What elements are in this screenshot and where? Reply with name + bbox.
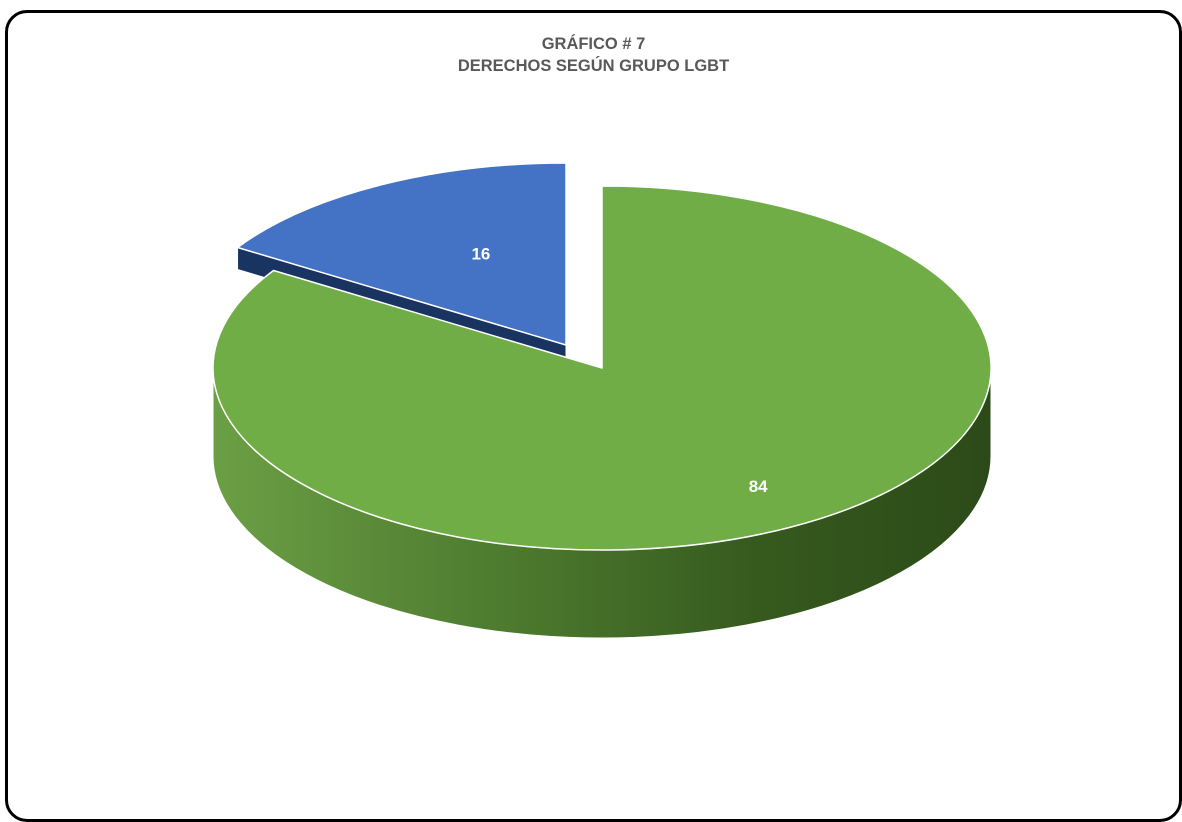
pie-slice-large	[212, 185, 992, 639]
chart-frame: GRÁFICO # 7 DERECHOS SEGÚN GRUPO LGBT 16…	[5, 10, 1182, 822]
chart-title-block: GRÁFICO # 7 DERECHOS SEGÚN GRUPO LGBT	[8, 33, 1179, 77]
pie-slice-top-small	[236, 162, 567, 346]
pie-slice-top-large	[212, 185, 992, 551]
chart-subtitle: DERECHOS SEGÚN GRUPO LGBT	[457, 57, 730, 75]
data-label-large: 84	[749, 477, 768, 496]
chart-title: GRÁFICO # 7	[541, 35, 646, 53]
data-label-small: 16	[471, 244, 490, 263]
